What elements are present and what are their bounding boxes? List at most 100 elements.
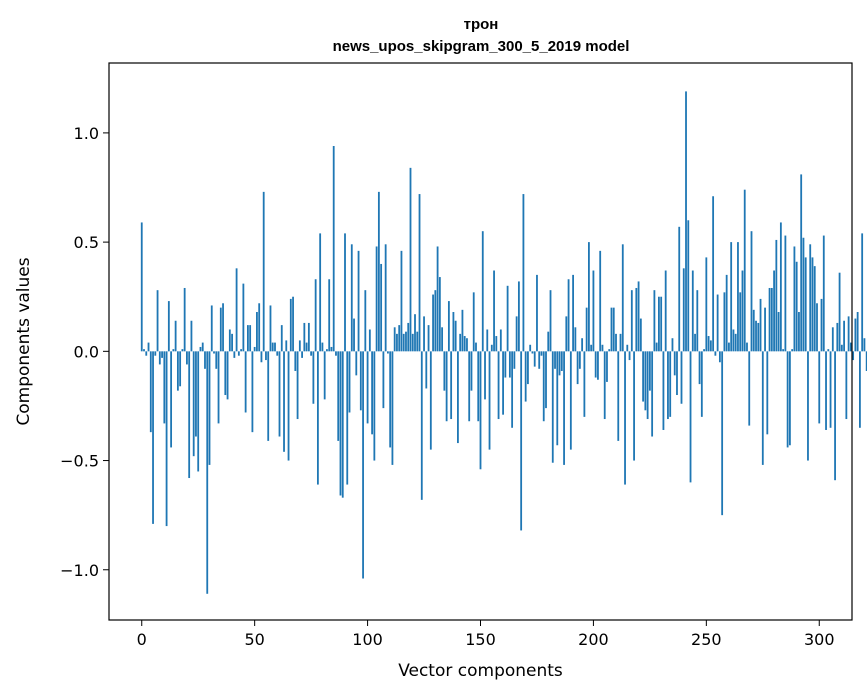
bar-116 [402,333,405,352]
bar-200 [592,270,595,352]
bar-6 [154,351,157,356]
bar-294 [804,257,807,352]
bar-26 [199,346,202,352]
bar-122 [416,331,419,352]
bar-261 [730,242,733,352]
bar-184 [556,351,559,446]
bar-74 [307,322,310,352]
bar-299 [816,303,818,352]
bar-5 [152,351,154,524]
bar-58 [271,342,274,352]
bar-87 [337,351,340,441]
bar-315 [852,351,855,361]
bar-88 [339,351,342,496]
bar-118 [407,322,410,352]
bar-246 [696,290,699,352]
bar-67 [292,296,294,352]
y-tick-label: 0.5 [74,233,99,252]
bar-156 [493,270,495,352]
bar-9 [161,351,163,358]
bar-153 [486,329,489,352]
bar-121 [414,314,416,352]
bar-93 [350,244,353,352]
bar-312 [845,351,848,420]
bar-7 [156,290,159,352]
bar-154 [488,351,491,450]
bar-250 [705,257,708,352]
bar-11 [165,351,168,527]
bar-282 [777,312,780,352]
bar-22 [190,320,193,352]
bar-204 [601,344,604,352]
bar-68 [294,351,297,371]
bar-139 [454,320,457,352]
bar-129 [432,294,434,352]
bar-183 [554,351,556,369]
bar-288 [791,349,794,352]
bar-59 [274,342,276,352]
bar-94 [353,318,355,352]
bar-100 [366,351,369,424]
bar-28 [204,351,206,369]
bar-232 [664,270,667,352]
bar-135 [445,351,448,422]
bar-308 [836,322,839,352]
bar-42 [235,268,238,352]
bar-78 [316,351,319,485]
bar-57 [269,305,272,352]
bar-293 [802,237,805,352]
bar-226 [651,351,654,437]
x-ticks-group: 0 50 100 150 200 250 300 [137,620,835,649]
bar-158 [497,351,500,420]
bar-52 [258,303,261,352]
bar-10 [163,351,166,424]
bar-203 [599,250,602,352]
bar-248 [700,351,703,417]
bar-210 [615,333,617,352]
bar-134 [443,351,446,391]
bar-142 [461,309,464,352]
bar-182 [551,351,554,463]
bar-217 [630,290,633,352]
chart-title-line-1: трон [464,16,499,33]
bar-167 [517,281,520,352]
bar-268 [746,342,748,352]
bar-92 [348,351,351,413]
bar-241 [685,91,687,352]
bar-273 [757,322,760,352]
bar-41 [233,351,236,358]
bar-309 [838,272,841,352]
bar-128 [429,351,432,450]
bar-159 [499,329,502,352]
plot-frame [108,62,853,621]
bar-32 [213,351,215,354]
bar-302 [822,235,825,352]
bar-176 [538,351,541,369]
bar-152 [484,351,486,400]
bar-318 [859,351,861,428]
bar-48 [249,325,252,352]
bar-150 [479,351,482,470]
bar-170 [524,351,527,402]
bar-31 [210,305,213,352]
bar-155 [490,344,493,352]
bar-168 [520,351,523,531]
bar-219 [635,287,638,352]
bar-83 [328,279,331,352]
bar-231 [662,351,665,430]
y-tick-label: −0.5 [60,452,99,471]
bar-292 [800,174,803,352]
bar-63 [283,351,285,452]
bar-295 [807,351,809,461]
bar-272 [755,320,757,352]
x-axis-label: Vector components [398,661,563,681]
bar-285 [784,235,787,352]
bar-193 [576,351,579,385]
bar-205 [603,351,606,420]
bar-80 [321,342,324,352]
bar-198 [588,242,590,352]
bar-300 [818,351,821,424]
bar-253 [712,196,715,352]
bar-296 [809,244,812,352]
bar-164 [511,351,514,428]
